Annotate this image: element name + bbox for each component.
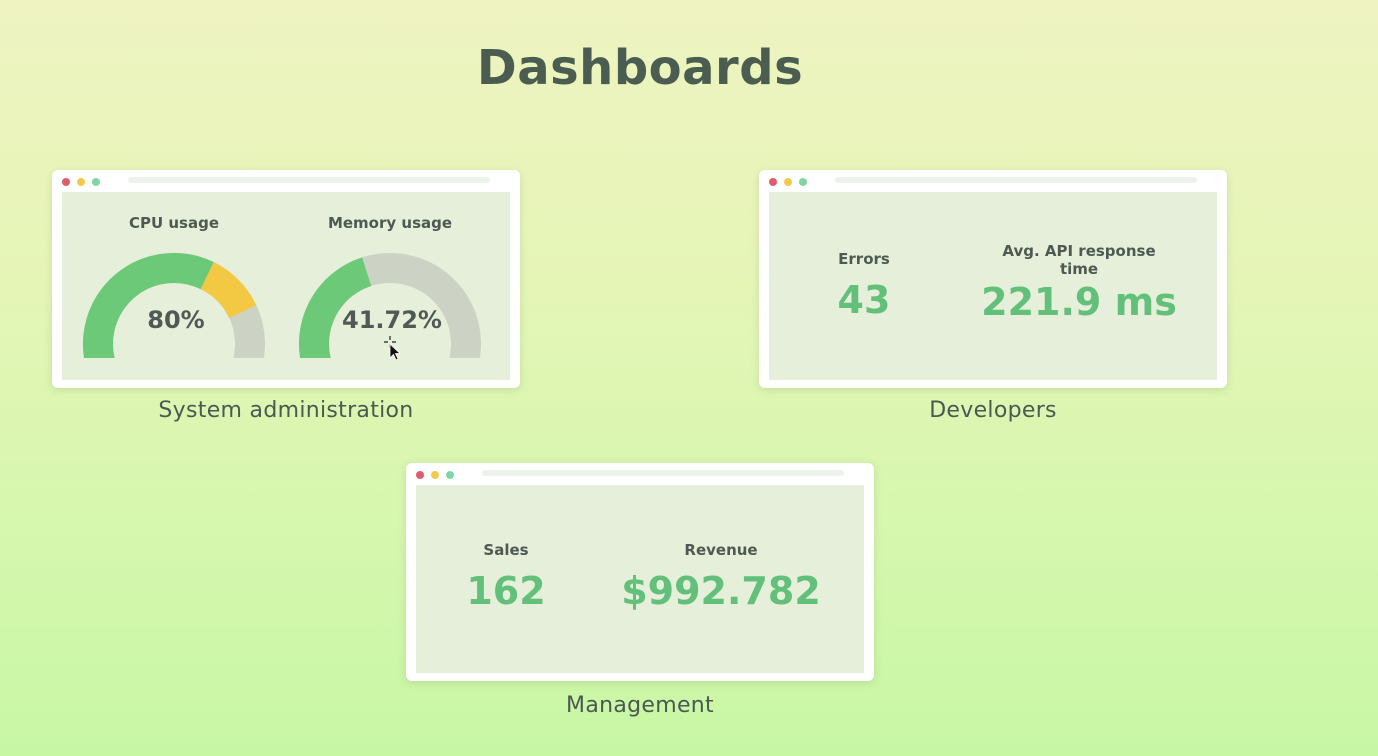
address-bar — [835, 177, 1197, 183]
developers-caption: Developers — [929, 398, 1057, 423]
address-bar — [128, 177, 490, 183]
maximize-dot-icon — [446, 471, 454, 479]
minimize-dot-icon — [784, 178, 792, 186]
memory-usage-gauge — [299, 253, 481, 358]
cpu-usage-label: CPU usage — [128, 214, 220, 232]
memory-usage-label: Memory usage — [327, 214, 453, 232]
page-title: Dashboards — [476, 40, 804, 96]
close-dot-icon — [769, 178, 777, 186]
revenue-label: Revenue — [684, 541, 758, 559]
sysadmin-caption: System administration — [158, 398, 414, 423]
cpu-usage-value: 80% — [147, 306, 205, 334]
revenue-value: $992.782 — [621, 569, 821, 613]
api-response-metric: Avg. API response time 221.9 ms — [969, 242, 1189, 324]
revenue-metric: Revenue $992.782 — [606, 541, 836, 613]
management-caption: Management — [566, 693, 714, 718]
window-content: Sales 162 Revenue $992.782 — [416, 485, 864, 673]
errors-label: Errors — [838, 250, 890, 268]
cpu-gauge-fill — [83, 253, 214, 358]
sales-value: 162 — [466, 569, 546, 613]
window-titlebar — [759, 170, 1227, 192]
close-dot-icon — [416, 471, 424, 479]
errors-metric: Errors 43 — [809, 250, 919, 322]
errors-value: 43 — [837, 278, 891, 322]
api-response-value: 221.9 ms — [981, 280, 1177, 324]
address-bar — [482, 470, 844, 476]
minimize-dot-icon — [431, 471, 439, 479]
management-dashboard-window[interactable]: Sales 162 Revenue $992.782 — [406, 463, 874, 681]
api-response-label: Avg. API response time — [1002, 242, 1156, 278]
sales-label: Sales — [483, 541, 529, 559]
developers-dashboard-window[interactable]: Errors 43 Avg. API response time 221.9 m… — [759, 170, 1227, 388]
maximize-dot-icon — [92, 178, 100, 186]
memory-usage-value: 41.72% — [342, 306, 442, 334]
close-dot-icon — [62, 178, 70, 186]
minimize-dot-icon — [77, 178, 85, 186]
window-content: CPU usage 80% Memory usage 41.72% — [62, 192, 510, 380]
window-content: Errors 43 Avg. API response time 221.9 m… — [769, 192, 1217, 380]
mouse-cursor-icon — [384, 336, 402, 361]
cpu-gauge-warning — [200, 262, 257, 319]
sales-metric: Sales 162 — [456, 541, 556, 613]
memory-gauge-fill — [299, 257, 372, 358]
window-titlebar — [406, 463, 874, 485]
sysadmin-dashboard-window[interactable]: CPU usage 80% Memory usage 41.72% — [52, 170, 520, 388]
maximize-dot-icon — [799, 178, 807, 186]
cpu-usage-gauge — [83, 253, 265, 358]
window-titlebar — [52, 170, 520, 192]
